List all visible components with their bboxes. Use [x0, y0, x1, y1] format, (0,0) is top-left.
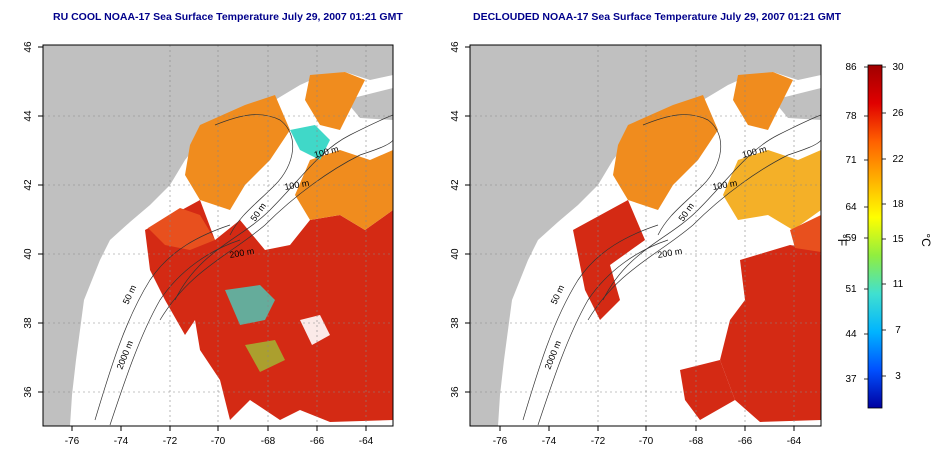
lon-tick-label: -76	[65, 436, 80, 447]
f-tick-label: 37	[845, 374, 857, 385]
c-tick-label: 30	[892, 62, 904, 73]
c-tick-label: 7	[895, 325, 901, 336]
f-tick-label: 86	[845, 62, 857, 73]
lat-tick-label: 42	[23, 179, 34, 191]
lon-tick-label: -72	[163, 436, 178, 447]
lon-tick-label: -66	[310, 436, 325, 447]
lat-tick-label: 44	[450, 110, 461, 122]
bathymetry-contours	[522, 114, 821, 426]
c-tick-label: 26	[892, 108, 904, 119]
lat-tick-label: 38	[23, 317, 34, 329]
c-tick-label: 22	[892, 154, 904, 165]
latitude-labels: 46 44 42 40 38 36	[450, 41, 461, 398]
lon-tick-label: -66	[738, 436, 753, 447]
f-tick-label: 78	[845, 111, 857, 122]
lat-tick-label: 42	[450, 179, 461, 191]
lat-tick-label: 44	[23, 110, 34, 122]
lon-tick-label: -74	[114, 436, 129, 447]
axis-ticks	[38, 46, 367, 431]
f-tick-label: 44	[845, 329, 857, 340]
axis-ticks	[465, 46, 795, 431]
f-tick-label: 64	[845, 202, 857, 213]
colorbar-ticks	[864, 66, 886, 380]
land-mass	[43, 45, 393, 426]
contour-label: 200 m	[657, 246, 683, 260]
lon-tick-label: -76	[493, 436, 508, 447]
sst-field	[573, 72, 821, 422]
panel-title-raw: RU COOL NOAA-17 Sea Surface Temperature …	[53, 11, 403, 23]
lat-tick-label: 46	[23, 41, 34, 53]
longitude-labels: -76 -74 -72 -70 -68 -66 -64	[65, 436, 374, 447]
longitude-labels: -76 -74 -72 -70 -68 -66 -64	[493, 436, 802, 447]
map-panel-raw: 100 m 100 m 50 m 200 m 50 m 2000 m -76 -…	[23, 41, 394, 447]
temperature-colorbar: 86 78 71 64 59 51 44 37 30 26 22 18 15 1…	[835, 62, 933, 409]
lat-tick-label: 40	[450, 248, 461, 260]
graticule	[470, 45, 821, 426]
c-tick-label: 15	[892, 234, 904, 245]
lon-tick-label: -64	[359, 436, 374, 447]
graticule	[43, 45, 393, 426]
lat-tick-label: 36	[23, 386, 34, 398]
lon-tick-label: -68	[689, 436, 704, 447]
f-tick-label: 51	[845, 284, 857, 295]
lon-tick-label: -64	[787, 436, 802, 447]
c-tick-label: 11	[893, 279, 904, 290]
celsius-unit-label: °C	[919, 233, 933, 247]
latitude-labels: 46 44 42 40 38 36	[23, 41, 34, 398]
colorbar-scale	[867, 64, 883, 409]
lat-tick-label: 46	[450, 41, 461, 53]
lon-tick-label: -70	[211, 436, 226, 447]
map-panel-declouded: 100 m 100 m 50 m 200 m 50 m 2000 m -76 -…	[450, 41, 822, 447]
contour-label: 100 m	[284, 178, 310, 192]
panel-title-declouded: DECLOUDED NOAA-17 Sea Surface Temperatur…	[473, 11, 842, 23]
celsius-labels: 30 26 22 18 15 11 7 3	[892, 62, 904, 382]
c-tick-label: 3	[895, 371, 901, 382]
lon-tick-label: -70	[639, 436, 654, 447]
fahrenheit-unit-label: °F	[835, 234, 849, 246]
lat-tick-label: 36	[450, 386, 461, 398]
f-tick-label: 71	[845, 155, 857, 166]
contour-label: 100 m	[712, 178, 738, 192]
f-tick-label: 59	[845, 233, 857, 244]
c-tick-label: 18	[892, 199, 904, 210]
fahrenheit-labels: 86 78 71 64 59 51 44 37	[845, 62, 857, 385]
lon-tick-label: -72	[591, 436, 606, 447]
lat-tick-label: 38	[450, 317, 461, 329]
lon-tick-label: -68	[261, 436, 276, 447]
contour-label: 200 m	[229, 246, 255, 260]
land-mass	[470, 45, 821, 426]
bathymetry-contours	[94, 114, 393, 426]
lat-tick-label: 40	[23, 248, 34, 260]
lon-tick-label: -74	[542, 436, 557, 447]
